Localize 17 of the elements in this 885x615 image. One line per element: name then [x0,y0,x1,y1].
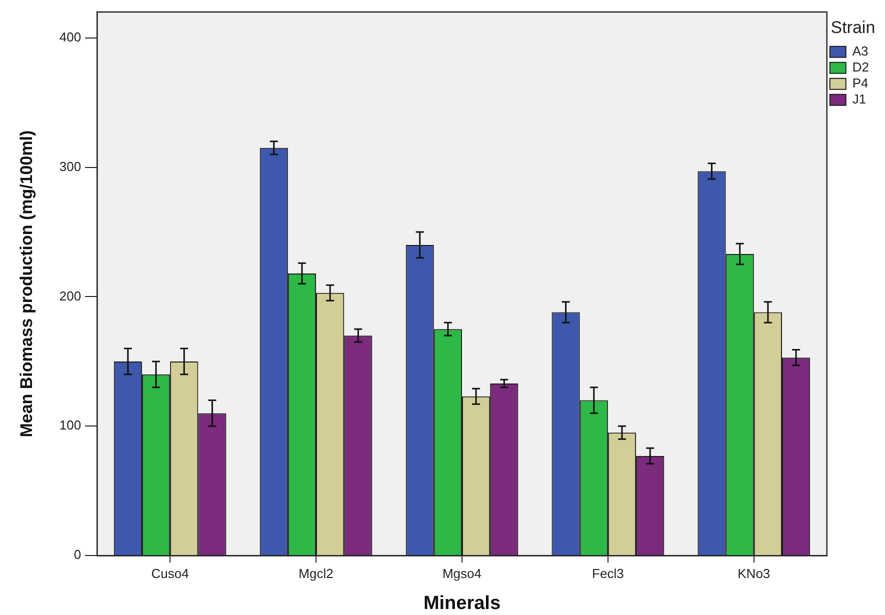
legend-label: A3 [852,43,868,58]
x-tick-label: Cuso4 [151,566,189,581]
legend-label: J1 [852,91,866,106]
y-tick-label: 0 [74,547,82,562]
y-tick-label: 300 [59,158,82,174]
x-axis-title: Minerals [423,592,501,614]
x-tick-label: Fecl3 [592,566,624,581]
y-tick-label: 400 [59,29,82,44]
legend-label: D2 [852,59,870,74]
legend-title: Strain [830,18,876,38]
x-tick-label: KNo3 [738,566,770,581]
legend-label: P4 [852,75,868,90]
y-tick-label: 200 [59,288,82,304]
y-tick-label: 100 [59,418,82,433]
x-tick-label: Mgcl2 [298,566,334,581]
y-axis-title: Mean Biomass production (mg/100ml) [16,130,36,438]
x-tick-label: Mgso4 [442,566,482,581]
